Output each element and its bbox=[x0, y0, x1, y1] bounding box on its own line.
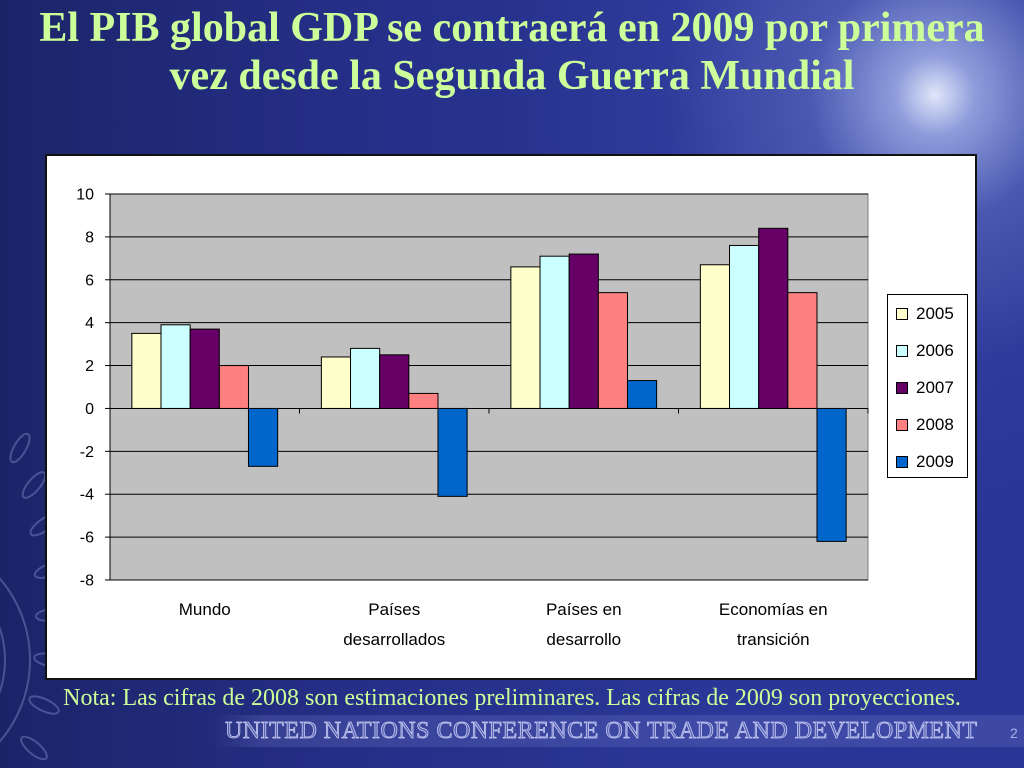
chart-legend: 2005 2006 2007 2008 2009 bbox=[887, 294, 968, 478]
bar-paises-en-desarrollo-2009 bbox=[626, 380, 658, 409]
slide-title-line-1: El PIB global GDP se contraerá en 2009 p… bbox=[39, 5, 985, 51]
y-tick-label: 10 bbox=[76, 187, 94, 204]
bar-economias-en-transicion-2005 bbox=[699, 264, 731, 409]
legend-item-2006: 2006 bbox=[888, 341, 967, 361]
bar-paises-en-desarrollo-2008 bbox=[597, 292, 628, 409]
y-tick-label: -2 bbox=[80, 444, 94, 461]
bar-economias-en-transicion-2006 bbox=[729, 244, 760, 409]
legend-label: 2007 bbox=[916, 378, 954, 397]
y-tick-label: 8 bbox=[85, 229, 94, 246]
bar-paises-en-desarrollo-2006 bbox=[539, 255, 570, 409]
legend-item-2008: 2008 bbox=[888, 415, 967, 435]
bar-mundo-2007 bbox=[189, 328, 220, 409]
bar-economias-en-transicion-2008 bbox=[787, 292, 818, 409]
bar-paises-desarrollados-2005 bbox=[320, 356, 352, 409]
legend-swatch bbox=[896, 456, 908, 468]
footer-organization-name: UNITED NATIONS CONFERENCE ON TRADE AND D… bbox=[225, 718, 978, 745]
y-tick-label: 2 bbox=[85, 358, 94, 375]
footnote: Nota: Las cifras de 2008 son estimacione… bbox=[63, 685, 961, 711]
x-tick-label-economias-en-transicion: Economías en transición bbox=[718, 600, 828, 649]
y-tick-label: 4 bbox=[85, 315, 94, 332]
x-tick-label-mundo: Mundo bbox=[178, 600, 231, 619]
legend-item-2009: 2009 bbox=[888, 452, 967, 472]
legend-swatch bbox=[896, 345, 908, 357]
y-tick-label: 6 bbox=[85, 272, 94, 289]
legend-label: 2005 bbox=[916, 304, 954, 323]
emblem-laurel-leaf bbox=[28, 695, 60, 715]
slide-title-line-2: vez desde la Segunda Guerra Mundial bbox=[169, 53, 855, 99]
legend-item-2007: 2007 bbox=[888, 378, 967, 398]
legend-label: 2009 bbox=[916, 452, 954, 471]
bar-economias-en-transicion-2007 bbox=[758, 227, 789, 409]
emblem-laurel-leaf bbox=[21, 471, 47, 499]
footer-band bbox=[212, 715, 1024, 747]
legend-swatch bbox=[896, 419, 908, 431]
bar-paises-desarrollados-2009 bbox=[437, 407, 468, 497]
bar-paises-en-desarrollo-2007 bbox=[568, 253, 599, 409]
y-tick-label: -4 bbox=[80, 487, 94, 504]
bar-paises-desarrollados-2006 bbox=[350, 347, 381, 409]
bar-mundo-2009 bbox=[247, 407, 279, 467]
chart-container: 10 8 6 4 2 0 -2 -4 -6 -8 2005 2006 2007 2008 2009 Mun… bbox=[45, 154, 977, 680]
emblem-globe-ring bbox=[0, 625, 6, 695]
legend-label: 2006 bbox=[916, 341, 954, 360]
emblem-laurel-leaf bbox=[9, 432, 31, 464]
page-number: 2 bbox=[1010, 725, 1018, 741]
x-tick-label-paises-en-desarrollo: Países en desarrollo bbox=[545, 600, 622, 649]
bar-chart: 10 8 6 4 2 0 -2 -4 -6 -8 bbox=[76, 187, 869, 590]
emblem-laurel-leaf bbox=[20, 735, 48, 761]
emblem-globe-ring bbox=[0, 577, 31, 743]
x-tick-label-paises-desarrollados: Países desarrollados bbox=[343, 600, 446, 649]
bar-paises-desarrollados-2008 bbox=[408, 392, 439, 409]
bar-economias-en-transicion-2009 bbox=[816, 407, 847, 542]
bar-mundo-2005 bbox=[131, 332, 162, 409]
bar-mundo-2008 bbox=[218, 365, 249, 409]
legend-swatch bbox=[896, 382, 908, 394]
legend-label: 2008 bbox=[916, 415, 954, 434]
y-tick-label: -6 bbox=[80, 530, 94, 547]
legend-swatch bbox=[896, 308, 908, 320]
bar-paises-desarrollados-2007 bbox=[379, 354, 410, 409]
bar-paises-en-desarrollo-2005 bbox=[510, 266, 541, 409]
legend-item-2005: 2005 bbox=[888, 304, 967, 324]
y-tick-label: 0 bbox=[85, 401, 94, 418]
y-tick-label: -8 bbox=[80, 573, 94, 590]
bar-mundo-2006 bbox=[160, 324, 191, 409]
